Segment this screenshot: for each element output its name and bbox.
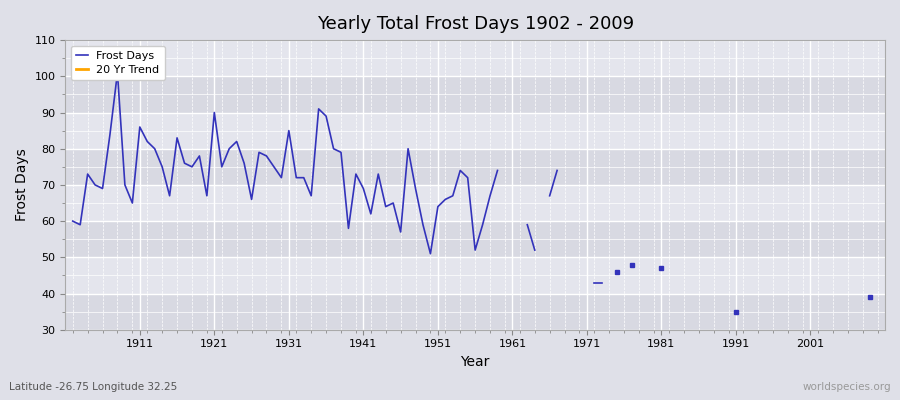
Bar — [66, 185, 885, 221]
Frost Days — [492, 168, 503, 173]
Bar — [66, 40, 885, 76]
Frost Days — [172, 136, 183, 140]
Frost Days — [440, 197, 451, 202]
Bar — [66, 221, 885, 257]
Frost Days — [358, 186, 369, 191]
Line: Frost Days: Frost Days — [73, 73, 498, 254]
Y-axis label: Frost Days: Frost Days — [15, 148, 29, 221]
Bar — [66, 76, 885, 112]
Frost Days — [388, 201, 399, 206]
Text: Latitude -26.75 Longitude 32.25: Latitude -26.75 Longitude 32.25 — [9, 382, 177, 392]
Frost Days — [68, 219, 78, 224]
Bar — [66, 112, 885, 149]
Legend: Frost Days, 20 Yr Trend: Frost Days, 20 Yr Trend — [71, 46, 165, 80]
Bar — [66, 294, 885, 330]
Text: worldspecies.org: worldspecies.org — [803, 382, 891, 392]
X-axis label: Year: Year — [461, 355, 490, 369]
Title: Yearly Total Frost Days 1902 - 2009: Yearly Total Frost Days 1902 - 2009 — [317, 15, 634, 33]
Frost Days — [179, 161, 190, 166]
Bar — [66, 149, 885, 185]
Frost Days — [477, 222, 488, 227]
Frost Days — [112, 70, 122, 75]
Bar — [66, 257, 885, 294]
Frost Days — [425, 251, 436, 256]
